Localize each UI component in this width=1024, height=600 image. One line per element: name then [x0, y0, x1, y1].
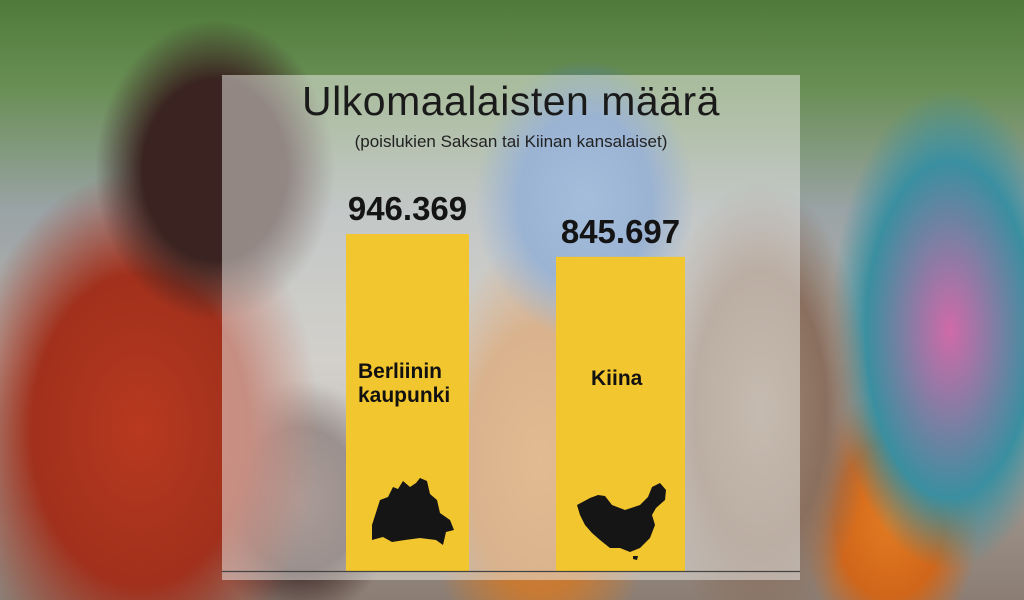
category-label-china: Kiina — [591, 367, 642, 391]
category-label-line: Kiina — [591, 367, 643, 390]
value-label: 845.697 — [561, 213, 680, 250]
infographic-panel — [222, 75, 800, 580]
category-label-line: Berliinin — [358, 360, 443, 383]
chart-subtitle: (poislukien Saksan tai Kiinan kansalaise… — [354, 132, 668, 151]
category-label-berlin: Berliinin kaupunki — [358, 360, 450, 408]
chart-title: Ulkomaalaisten määrä — [302, 78, 720, 124]
china-map-icon — [577, 483, 666, 560]
value-label: 946.369 — [348, 190, 467, 227]
berlin-map-icon — [372, 478, 454, 545]
category-label-line: kaupunki — [358, 384, 451, 407]
